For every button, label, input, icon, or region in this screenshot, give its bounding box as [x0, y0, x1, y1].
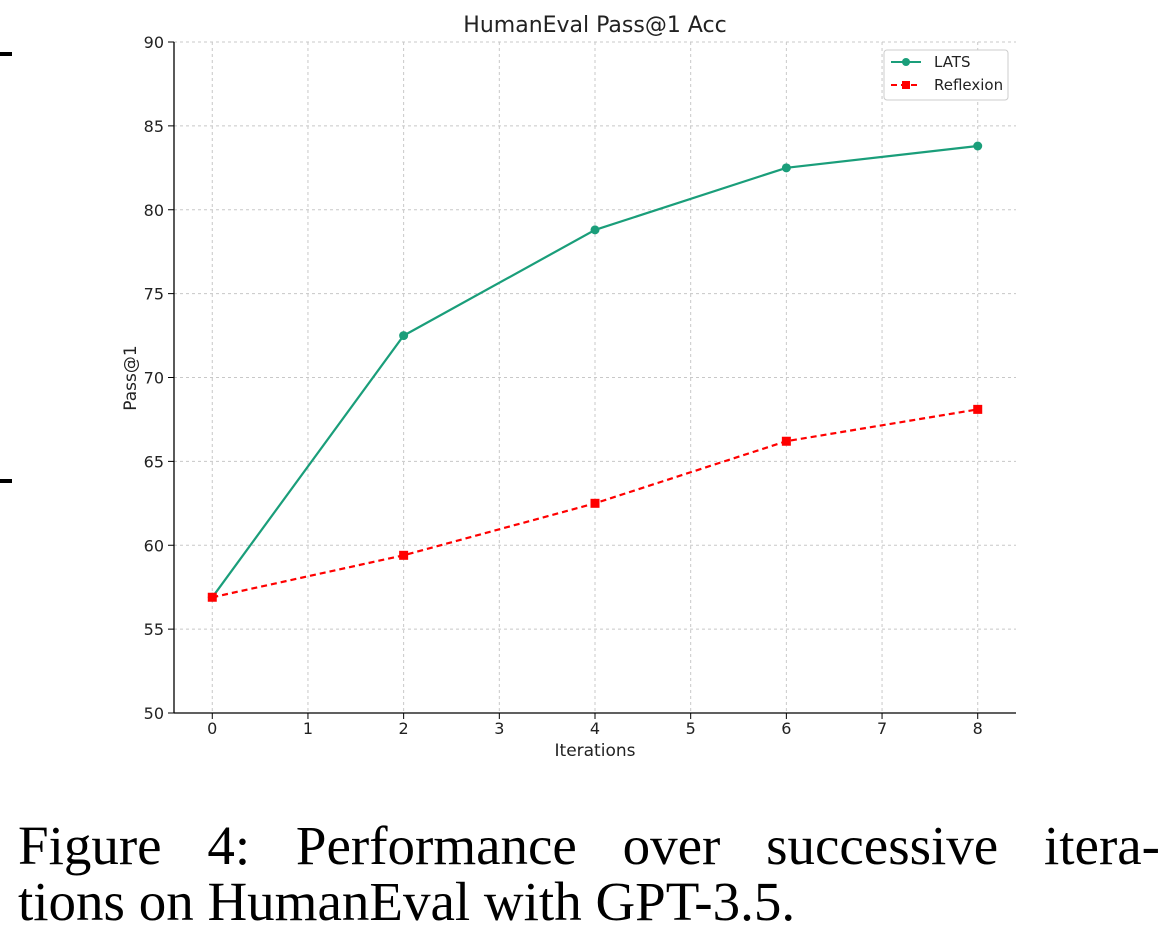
- y-axis-label: Pass@1: [121, 345, 141, 410]
- x-tick-label-2: 2: [399, 719, 409, 738]
- y-tick-label-7: 85: [144, 117, 164, 136]
- y-tick-label-3: 65: [144, 452, 164, 471]
- x-tick-label-7: 7: [877, 719, 887, 738]
- x-tick-label-4: 4: [590, 719, 600, 738]
- edge-mark-bottom: [0, 479, 12, 483]
- point-lats-2: [590, 225, 600, 235]
- y-tick-label-2: 60: [144, 536, 164, 555]
- legend-lats-marker: [902, 58, 910, 66]
- point-reflexion-4: [973, 404, 983, 414]
- point-reflexion-2: [590, 498, 600, 508]
- legend-lats-label: LATS: [934, 53, 970, 71]
- legend-reflexion-label: Reflexion: [934, 76, 1003, 94]
- y-tick-label-4: 70: [144, 369, 164, 388]
- line-chart: 0 1 2 3 4 5 6 7 8 50 55 60 65 70 75 80 85 90 HumanEval P…: [121, 13, 1016, 761]
- point-lats-1: [399, 331, 409, 341]
- point-lats-4: [973, 141, 983, 151]
- figure-caption: Figure 4: Performance over successive it…: [18, 818, 1160, 930]
- legend: LATS Reflexion: [883, 49, 1009, 101]
- x-tick-label-8: 8: [973, 719, 983, 738]
- point-reflexion-3: [781, 436, 791, 446]
- x-tick-label-1: 1: [303, 719, 313, 738]
- y-tick-label-8: 90: [144, 33, 164, 52]
- point-lats-3: [781, 163, 791, 173]
- caption-line-2: tions on HumanEval with GPT-3.5.: [18, 871, 796, 932]
- x-axis-ticks: 0 1 2 3 4 5 6 7 8: [207, 713, 983, 738]
- y-tick-label-0: 50: [144, 704, 164, 723]
- x-tick-label-5: 5: [686, 719, 696, 738]
- point-reflexion-0: [207, 592, 217, 602]
- y-tick-label-6: 80: [144, 201, 164, 220]
- x-tick-label-3: 3: [494, 719, 504, 738]
- legend-reflexion-marker: [902, 81, 910, 89]
- edge-mark-top: [0, 52, 12, 56]
- grid-lines: [174, 41, 1016, 714]
- y-tick-label-1: 55: [144, 620, 164, 639]
- caption-line-1: Figure 4: Performance over successive it…: [18, 815, 1160, 876]
- x-axis-label: Iterations: [555, 741, 636, 761]
- y-tick-label-5: 75: [144, 285, 164, 304]
- series-group: [207, 141, 983, 602]
- point-reflexion-1: [399, 550, 409, 560]
- x-tick-label-6: 6: [781, 719, 791, 738]
- x-tick-label-0: 0: [207, 719, 217, 738]
- chart-title: HumanEval Pass@1 Acc: [463, 13, 726, 38]
- y-axis-ticks: 50 55 60 65 70 75 80 85 90: [144, 33, 174, 723]
